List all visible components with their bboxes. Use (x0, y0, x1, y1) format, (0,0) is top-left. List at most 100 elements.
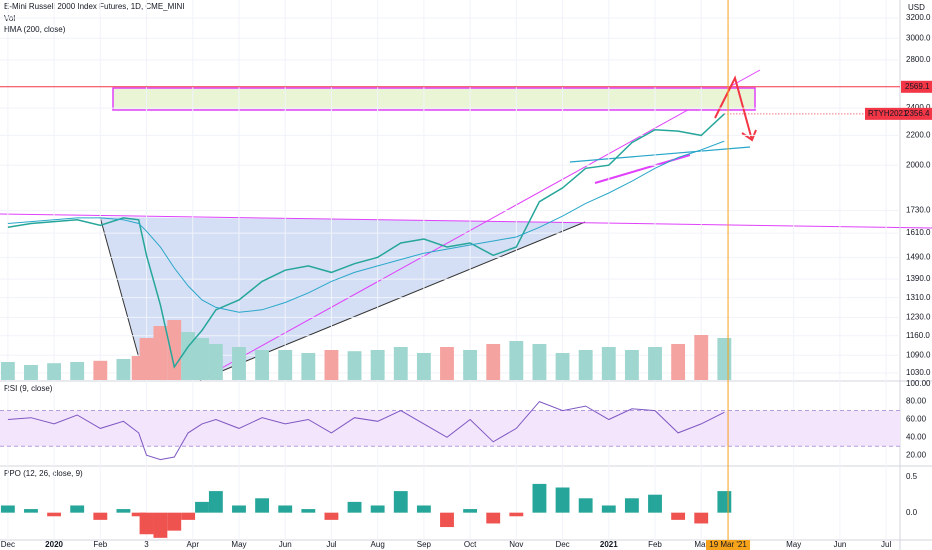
x-tick-label: Nov (509, 540, 523, 549)
volume-bar (0, 362, 15, 380)
volume-bar (208, 344, 223, 380)
x-tick-label: Jun (833, 540, 846, 549)
y-tick-label: 1310.0 (906, 293, 931, 302)
y-tick-label: 20.00 (906, 450, 927, 459)
y-tick-label: 1610.0 (906, 228, 931, 237)
support-line (569, 146, 751, 163)
indicator-label: HMA (200, close) (4, 25, 66, 34)
x-tick-label: Apr (187, 540, 200, 549)
y-tick-label: 0.5 (906, 472, 918, 481)
y-tick-label: 0.0 (906, 508, 918, 517)
x-tick-label: May (786, 540, 801, 549)
x-tick-label: Mar (694, 540, 708, 549)
y-tick-label: 1490.0 (906, 252, 931, 261)
ppo-bar (278, 505, 293, 513)
volume-bar (255, 350, 270, 380)
ppo-bar (624, 498, 639, 513)
y-tick-label: 1390.0 (906, 274, 931, 283)
x-tick-label: 2021 (600, 540, 618, 549)
indicator-label: RSI (9, close) (4, 384, 53, 393)
symbol-title: E-Mini Russell 2000 Index Futures, 1D, C… (4, 2, 185, 11)
y-tick-label: 3200.0 (906, 13, 931, 22)
x-tick-label: Feb (648, 540, 662, 549)
x-tick-label: Feb (93, 540, 107, 549)
volume-bar (370, 350, 385, 380)
ppo-bar (255, 498, 270, 513)
ppo-bar (416, 505, 431, 513)
volume-bar (393, 347, 408, 380)
y-tick-label: 60.00 (906, 415, 927, 424)
price-tag (865, 107, 932, 120)
ppo-bar (393, 491, 408, 513)
volume-bar (278, 350, 293, 380)
x-tick-label: Jun (279, 540, 292, 549)
volume-bar (347, 351, 362, 380)
channel-line (199, 69, 761, 381)
indicator-label: Vol (4, 14, 15, 23)
ppo-bar (93, 512, 108, 520)
ppo-bar (153, 512, 168, 538)
ppo-bar (486, 512, 501, 524)
ppo-bar (648, 494, 662, 513)
ppo-bar (463, 509, 478, 513)
volume-bar (70, 362, 85, 380)
ppo-bar (232, 505, 246, 513)
volume-bar (555, 353, 570, 380)
y-tick-label: 1730.0 (906, 206, 931, 215)
price-line (7, 113, 725, 369)
ppo-bar (370, 505, 385, 513)
x-tick-label: May (231, 540, 246, 549)
volume-bar (93, 360, 108, 380)
volume-bar (671, 344, 686, 380)
y-tick-label: 1230.0 (906, 312, 931, 321)
ppo-bar (601, 505, 616, 513)
cursor-tag (706, 540, 751, 550)
price-line (7, 140, 725, 313)
ppo-bar (47, 512, 62, 517)
ppo-bar (578, 498, 593, 513)
ppo-bar (694, 512, 709, 524)
currency: USD (908, 3, 925, 12)
volume-bar (486, 344, 501, 380)
x-tick-label: Aug (371, 540, 385, 549)
volume-bar (324, 350, 339, 380)
y-tick-label: 1090.0 (906, 350, 931, 359)
x-tick-label: Dec (1, 540, 15, 549)
x-tick-label: 3 (144, 540, 149, 549)
y-tick-label: 2400.0 (906, 103, 931, 112)
ppo-bar (440, 512, 454, 528)
ppo-bar (301, 509, 316, 513)
volume-bar (116, 359, 131, 380)
resistance-line (0, 213, 932, 229)
level-tag-label: 2569.1 (905, 82, 930, 91)
ppo-bar (532, 483, 547, 513)
volume-bar (416, 353, 431, 380)
volume-bar (24, 365, 38, 380)
x-tick-label: 2020 (45, 540, 63, 549)
y-tick-label: 40.00 (906, 432, 927, 441)
ppo-bar (181, 512, 196, 520)
volume-bar (440, 347, 454, 380)
trend-line (99, 216, 146, 381)
ppo-bar (167, 512, 182, 531)
ppo-bar (131, 512, 146, 517)
ppo-bar (70, 505, 85, 513)
y-tick-label: 1160.0 (906, 331, 930, 340)
x-tick-label: Sep (417, 540, 432, 549)
x-tick-label: Oct (464, 540, 477, 549)
volume-bar (463, 350, 478, 380)
y-tick-label: 2800.0 (906, 55, 931, 64)
y-tick-label: 3000.0 (906, 33, 931, 42)
volume-bar (578, 350, 593, 380)
volume-bar (47, 363, 62, 380)
volume-bar (648, 347, 662, 380)
ppo-bar (208, 491, 223, 513)
ppo-bar (555, 487, 570, 513)
price-tag-value: 2356.4 (905, 109, 930, 118)
volume-bar (181, 332, 196, 380)
cursor-label: 19 Mar '21 (709, 540, 747, 549)
volume-bar (694, 335, 709, 380)
y-tick-label: 1030.0 (906, 368, 931, 377)
y-tick-label: 80.00 (906, 397, 927, 406)
